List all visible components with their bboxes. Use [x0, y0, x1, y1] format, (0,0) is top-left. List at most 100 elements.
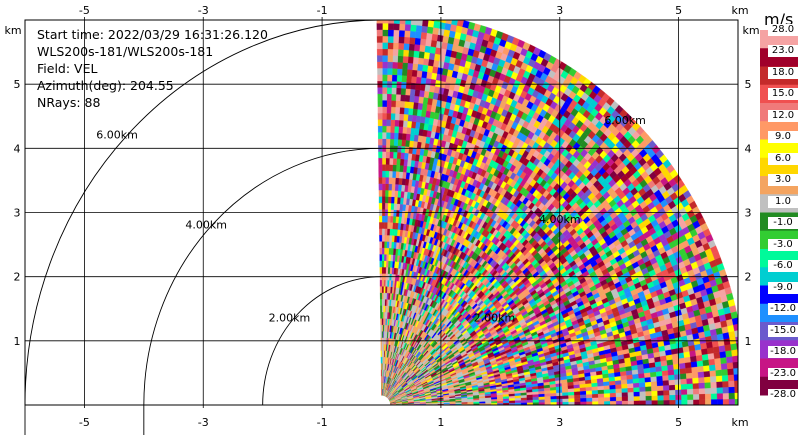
- velocity-bin: [685, 372, 693, 379]
- velocity-bin: [385, 170, 390, 178]
- velocity-bin: [663, 389, 670, 396]
- velocity-bin: [574, 401, 581, 405]
- velocity-bin: [395, 177, 400, 185]
- velocity-bin: [396, 158, 401, 166]
- velocity-bin: [411, 114, 417, 123]
- velocity-bin: [400, 87, 406, 96]
- velocity-bin: [399, 165, 404, 173]
- velocity-bin: [395, 94, 401, 102]
- velocity-bin: [520, 399, 528, 403]
- velocity-bin: [399, 158, 405, 166]
- velocity-bin: [674, 384, 682, 390]
- velocity-bin: [381, 318, 384, 325]
- velocity-bin: [615, 396, 623, 402]
- velocity-bin: [597, 393, 605, 398]
- velocity-bin: [388, 190, 392, 197]
- velocity-bin: [386, 241, 390, 249]
- velocity-bin: [568, 394, 575, 399]
- velocity-bin: [394, 113, 400, 121]
- velocity-bin: [382, 138, 387, 146]
- velocity-bin: [393, 145, 398, 153]
- velocity-bin: [526, 399, 534, 403]
- velocity-bin: [684, 361, 692, 369]
- velocity-bin: [405, 133, 411, 141]
- velocity-bin: [616, 400, 623, 405]
- velocity-bin: [597, 385, 605, 391]
- velocity-bin: [678, 362, 686, 369]
- velocity-bin: [379, 292, 382, 300]
- velocity-bin: [385, 183, 389, 191]
- velocity-bin: [668, 379, 676, 386]
- velocity-bin: [378, 177, 383, 184]
- velocity-bin: [382, 93, 388, 101]
- velocity-bin: [385, 132, 391, 140]
- velocity-bin: [389, 132, 395, 140]
- velocity-bin: [667, 369, 675, 376]
- velocity-bin: [562, 391, 569, 396]
- velocity-bin: [380, 305, 382, 313]
- velocity-bin: [381, 241, 385, 248]
- velocity-bin: [410, 76, 417, 84]
- velocity-bin: [385, 164, 390, 172]
- velocity-bin: [379, 266, 383, 274]
- velocity-bin: [651, 395, 658, 401]
- velocity-bin: [388, 177, 393, 185]
- velocity-bin: [394, 190, 399, 198]
- velocity-bin: [681, 399, 688, 405]
- velocity-bin: [381, 260, 385, 268]
- velocity-bin: [627, 383, 634, 389]
- velocity-bin: [668, 384, 676, 391]
- velocity-bin: [674, 378, 682, 385]
- velocity-bin: [538, 396, 545, 400]
- velocity-bin: [378, 157, 383, 165]
- velocity-bin: [388, 241, 392, 249]
- velocity-bin: [398, 177, 403, 185]
- velocity-bin: [408, 101, 414, 109]
- velocity-bin: [632, 373, 639, 380]
- velocity-bin: [399, 107, 405, 115]
- velocity-bin: [378, 189, 383, 197]
- velocity-bin: [388, 183, 393, 191]
- velocity-bin: [387, 196, 392, 204]
- velocity-bin: [406, 127, 412, 135]
- velocity-bin: [591, 389, 599, 395]
- velocity-bin: [633, 395, 641, 401]
- velocity-bin: [681, 394, 688, 400]
- velocity-bin: [382, 100, 387, 107]
- velocity-bin: [586, 393, 593, 399]
- velocity-bin: [509, 400, 516, 403]
- velocity-bin: [423, 90, 430, 99]
- velocity-bin: [638, 382, 646, 388]
- velocity-bin: [380, 375, 382, 383]
- velocity-bin: [380, 363, 382, 370]
- velocity-bin: [603, 381, 610, 386]
- velocity-bin: [377, 93, 383, 101]
- velocity-bin: [377, 87, 383, 94]
- velocity-bin: [396, 81, 402, 89]
- velocity-bin: [615, 388, 623, 393]
- velocity-data-layer: [376, 20, 738, 405]
- velocity-bin: [379, 241, 383, 248]
- velocity-bin: [390, 119, 396, 127]
- velocity-bin: [389, 157, 394, 165]
- velocity-bin: [404, 94, 411, 102]
- velocity-bin: [392, 170, 397, 178]
- velocity-bin: [387, 202, 392, 210]
- velocity-bin: [381, 311, 384, 319]
- velocity-bin: [381, 254, 385, 261]
- velocity-bin: [621, 392, 629, 397]
- velocity-bin: [520, 397, 528, 401]
- velocity-bin: [585, 386, 593, 391]
- velocity-bin: [609, 384, 616, 390]
- velocity-bin: [669, 399, 676, 405]
- velocity-bin: [598, 401, 605, 405]
- velocity-bin: [656, 375, 663, 382]
- velocity-bin: [378, 164, 383, 171]
- velocity-bin: [377, 74, 383, 82]
- velocity-bin: [580, 401, 587, 405]
- velocity-bin: [597, 389, 605, 394]
- velocity-bin: [544, 396, 551, 400]
- velocity-bin: [387, 215, 391, 223]
- velocity-bin: [395, 171, 400, 179]
- velocity-bin: [621, 387, 628, 393]
